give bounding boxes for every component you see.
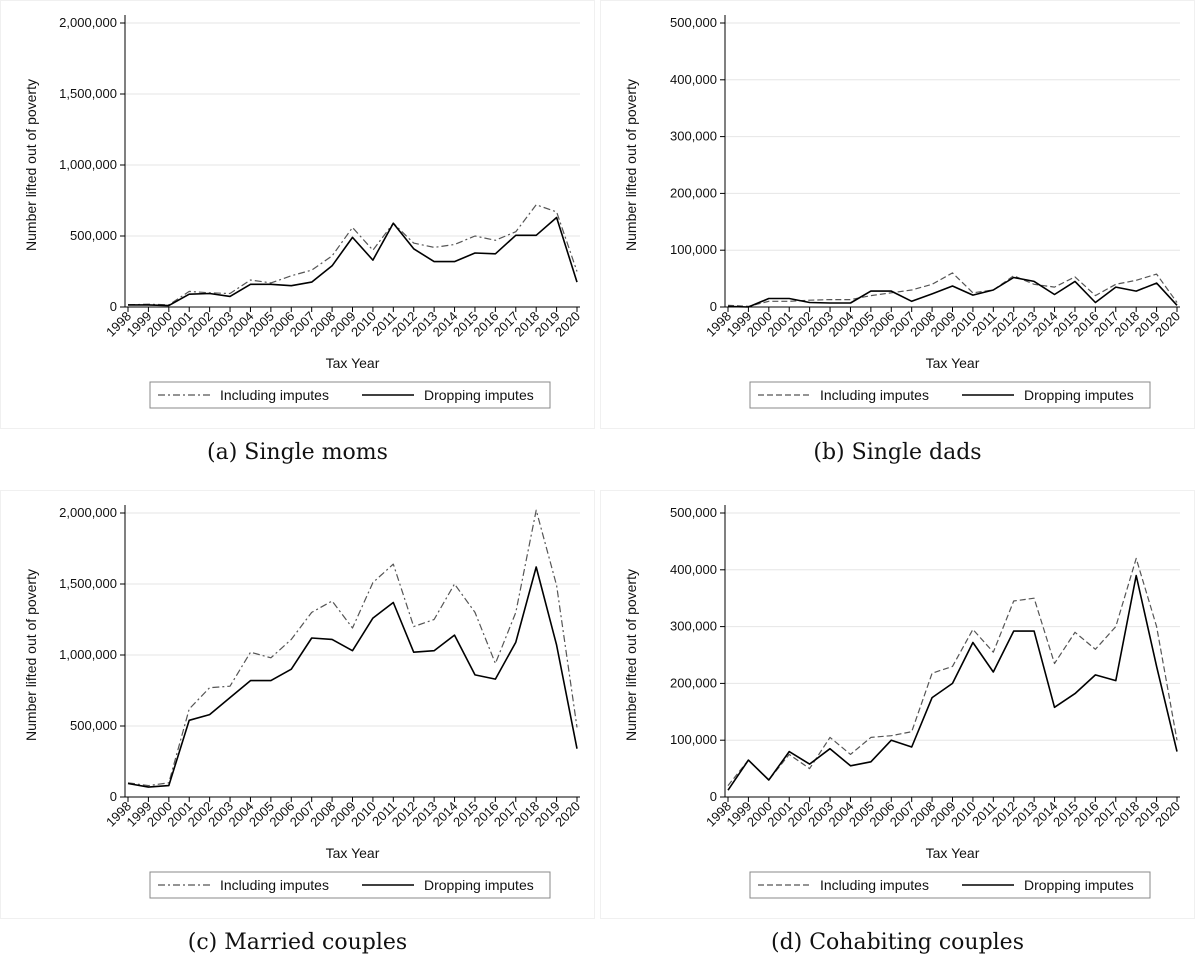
caption: (a) Single moms	[207, 440, 388, 465]
y-tick-label: 100,000	[670, 732, 717, 747]
chart-panel-single-moms: 0 500,000 1,000,000 1,500,000 2,000,000 1998 1…	[0, 0, 595, 480]
chart-panel-cohabiting-couples: 0 100,000 200,000 300,000 400,000 500,000 1998…	[600, 490, 1195, 963]
legend-label: Dropping imputes	[1024, 387, 1134, 403]
y-tick-label: 300,000	[670, 129, 717, 144]
y-tick-label: 200,000	[670, 675, 717, 690]
y-tick-label: 400,000	[670, 562, 717, 577]
chart-frame	[600, 490, 1195, 919]
series-line-including	[727, 557, 1178, 786]
legend: Including imputes Dropping imputes	[749, 381, 1151, 409]
x-axis-title: Tax Year	[926, 355, 980, 371]
y-tick-label: 500,000	[670, 15, 717, 30]
series-line-dropping	[127, 566, 578, 788]
y-axis-title: Number lifted out of poverty	[23, 569, 39, 741]
legend-box	[749, 381, 1151, 409]
caption: (c) Married couples	[187, 930, 408, 955]
series-line-including	[127, 204, 578, 306]
series-line-dropping	[727, 276, 1178, 308]
chart-frame	[0, 490, 595, 919]
y-tick-label: 1,500,000	[59, 86, 117, 101]
legend-label: Including imputes	[220, 387, 329, 403]
legend-box	[749, 871, 1151, 899]
y-tick-label: 400,000	[670, 72, 717, 87]
caption: (b) Single dads	[813, 440, 982, 465]
legend-label: Dropping imputes	[424, 877, 534, 893]
y-axis-title: Number lifted out of poverty	[23, 79, 39, 251]
y-tick-label: 0	[110, 299, 117, 314]
legend-label: Dropping imputes	[1024, 877, 1134, 893]
chart-svg: 0500,0001,000,0001,500,0002,000,00019981…	[0, 0, 595, 429]
y-tick-label: 200,000	[670, 185, 717, 200]
series-line-including	[727, 272, 1178, 307]
y-tick-label: 0	[710, 789, 717, 804]
chart-panel-married-couples: 0 500,000 1,000,000 1,500,000 2,000,000 1998 1…	[0, 490, 595, 963]
y-axis-title: Number lifted out of poverty	[623, 569, 639, 741]
y-tick-label: 2,000,000	[59, 505, 117, 520]
legend-label: Dropping imputes	[424, 387, 534, 403]
y-tick-label: 100,000	[670, 242, 717, 257]
y-tick-label: 300,000	[670, 619, 717, 634]
legend-label: Including imputes	[220, 877, 329, 893]
chart-svg: 0100,000200,000300,000400,000500,0001998…	[600, 490, 1195, 919]
legend-box	[149, 871, 551, 899]
chart-svg: 0100,000200,000300,000400,000500,0001998…	[600, 0, 1195, 429]
legend: Including imputes Dropping imputes	[749, 871, 1151, 899]
x-axis-title: Tax Year	[326, 845, 380, 861]
y-tick-label: 1,000,000	[59, 157, 117, 172]
y-tick-label: 1,000,000	[59, 647, 117, 662]
legend: Including imputes Dropping imputes	[149, 381, 551, 409]
legend: Including imputes Dropping imputes	[149, 871, 551, 899]
y-tick-label: 500,000	[70, 718, 117, 733]
chart-panel-single-dads: 0 100,000 200,000 300,000 400,000 500,000 1998…	[600, 0, 1195, 480]
y-tick-label: 0	[110, 789, 117, 804]
y-tick-label: 500,000	[70, 228, 117, 243]
y-tick-label: 500,000	[670, 505, 717, 520]
caption: (d) Cohabiting couples	[770, 930, 1024, 955]
series-line-including	[127, 509, 578, 787]
y-tick-label: 0	[710, 299, 717, 314]
legend-label: Including imputes	[820, 387, 929, 403]
y-tick-label: 2,000,000	[59, 15, 117, 30]
y-axis-title: Number lifted out of poverty	[623, 79, 639, 251]
series-line-dropping	[128, 216, 578, 307]
x-axis-title: Tax Year	[926, 845, 980, 861]
legend-label: Including imputes	[820, 877, 929, 893]
legend-box	[149, 381, 551, 409]
y-tick-label: 1,500,000	[59, 576, 117, 591]
chart-frame	[0, 0, 595, 429]
chart-svg: 0500,0001,000,0001,500,0002,000,00019981…	[0, 490, 595, 919]
chart-frame	[600, 0, 1195, 429]
x-axis-title: Tax Year	[326, 355, 380, 371]
series-line-dropping	[727, 574, 1178, 791]
